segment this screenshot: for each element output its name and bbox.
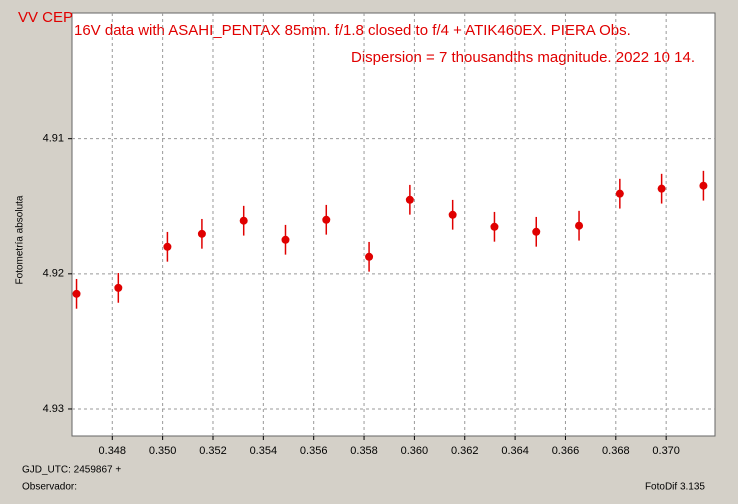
data-point [114, 283, 123, 292]
y-tick-label: 4.93 [43, 403, 64, 415]
data-point [615, 189, 624, 198]
y-tick-label: 4.91 [43, 133, 64, 145]
observer-label: Observador: [22, 482, 77, 493]
x-tick-label: 0.366 [552, 445, 580, 457]
x-tick-label: 0.362 [451, 445, 479, 457]
data-point [281, 235, 290, 244]
x-tick-label: 0.360 [401, 445, 429, 457]
data-point [448, 210, 457, 219]
x-tick-label: 0.358 [350, 445, 378, 457]
x-tick-label: 0.356 [300, 445, 328, 457]
x-tick-label: 0.348 [99, 445, 127, 457]
data-point [405, 195, 414, 204]
plot-area [71, 12, 716, 437]
data-point [532, 227, 541, 236]
x-tick-label: 0.352 [199, 445, 227, 457]
data-point [239, 216, 248, 225]
x-tick-label: 0.350 [149, 445, 177, 457]
object-label: VV CEP [18, 9, 73, 26]
x-tick-label: 0.354 [250, 445, 278, 457]
data-point [322, 215, 331, 224]
data-point [365, 252, 374, 261]
software-label: FotoDif 3.135 [645, 482, 705, 493]
data-point [699, 181, 708, 190]
chart-subtitle: Dispersion = 7 thousandths magnitude. 20… [351, 49, 695, 66]
data-point [163, 242, 172, 251]
y-axis-label: Fotometría absoluta [15, 195, 26, 284]
data-point [490, 222, 499, 231]
data-point [72, 289, 81, 298]
x-tick-label: 0.368 [602, 445, 630, 457]
x-axis-label: GJD_UTC: 2459867 + [22, 465, 121, 476]
chart-title: 16V data with ASAHI_PENTAX 85mm. f/1.8 c… [74, 22, 631, 39]
x-tick-label: 0.370 [652, 445, 680, 457]
x-tick-label: 0.364 [501, 445, 529, 457]
data-point [575, 221, 584, 230]
y-tick-label: 4.92 [43, 268, 64, 280]
data-point [197, 229, 206, 238]
data-point [657, 184, 666, 193]
